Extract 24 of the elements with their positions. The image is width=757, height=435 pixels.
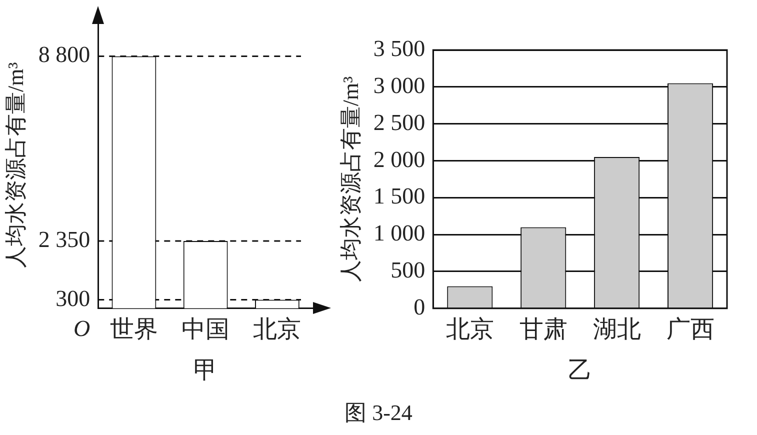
x-tick-label: 广西 — [666, 316, 714, 344]
y-tick-label: 3 500 — [373, 36, 426, 62]
x-tick-label: 北京 — [446, 316, 494, 344]
y-axis-title: 人均水资源占有量/m³ — [2, 62, 28, 268]
x-tick-label: 北京 — [253, 316, 302, 344]
y-axis-title: 人均水资源占有量/m³ — [338, 76, 363, 282]
y-tick-label: 300 — [56, 286, 90, 311]
y-tick-label: 2 500 — [373, 110, 426, 135]
y-tick-label: 3 000 — [373, 72, 426, 98]
x-tick-label: 湖北 — [592, 317, 641, 344]
x-axis-title: 乙 — [568, 358, 592, 384]
x-tick-label: 世界 — [110, 317, 158, 344]
x-tick-label: 中国 — [182, 317, 230, 344]
x-axis-title: 甲 — [194, 358, 218, 384]
y-tick-label: 2 350 — [38, 227, 90, 252]
y-tick-label: 8 800 — [38, 42, 90, 68]
caption: 图 3-24 — [344, 399, 414, 427]
y-tick-label: 500 — [390, 258, 426, 283]
text: O — [74, 316, 91, 341]
y-tick-label: 0 — [414, 294, 426, 320]
y-tick-label: 1 500 — [373, 184, 426, 209]
x-tick-label: 甘肃 — [519, 317, 568, 344]
y-tick-label: 2 000 — [373, 146, 426, 172]
y-tick-label: 1 000 — [373, 220, 426, 246]
